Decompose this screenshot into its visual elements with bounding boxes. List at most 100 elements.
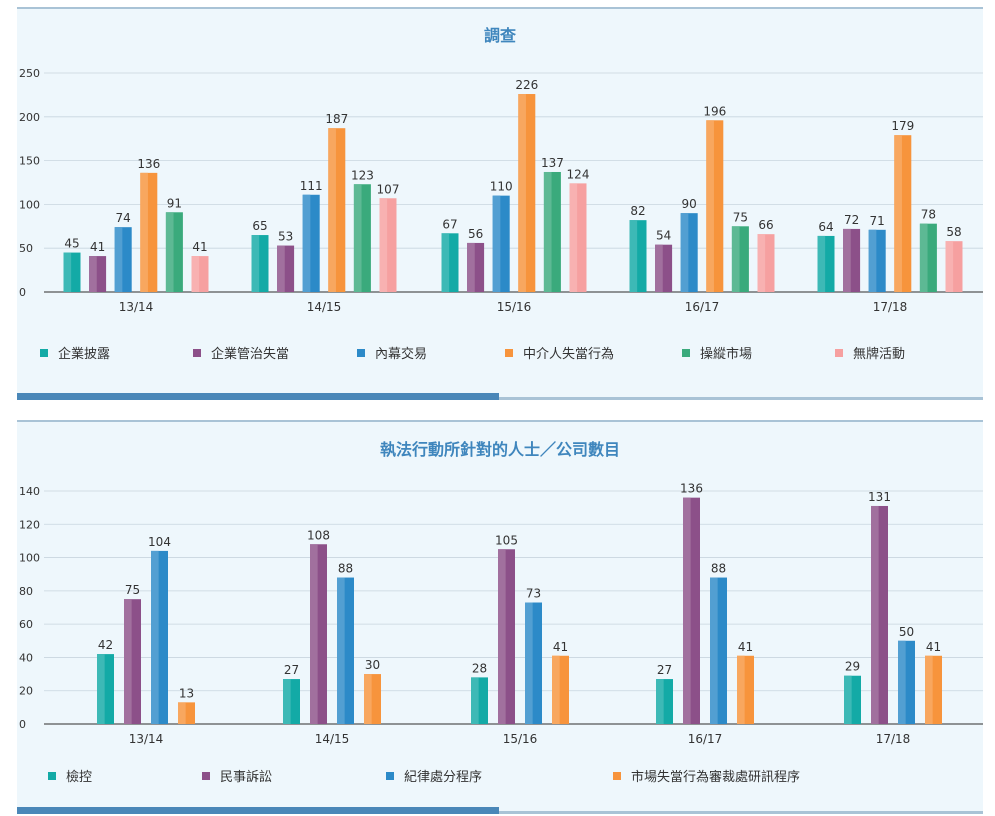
bar-highlight xyxy=(710,577,718,724)
data-label: 226 xyxy=(515,78,538,92)
data-label: 108 xyxy=(307,528,330,542)
legend-swatch xyxy=(613,771,621,780)
bar-highlight xyxy=(552,655,560,724)
bar-highlight xyxy=(919,223,928,292)
data-label: 88 xyxy=(711,562,726,576)
legend-item: 紀律處分程序 xyxy=(386,766,482,785)
legend-swatch xyxy=(835,348,843,357)
bar-highlight xyxy=(89,256,97,292)
bar-highlight xyxy=(364,674,372,724)
bar-highlight xyxy=(543,171,552,292)
data-label: 123 xyxy=(351,168,374,182)
data-label: 75 xyxy=(733,210,748,224)
bar-highlight xyxy=(731,226,740,292)
legend-label: 中介人失當行為 xyxy=(523,347,615,362)
bar-highlight xyxy=(656,679,664,724)
legend-label: 檢控 xyxy=(66,770,93,785)
legend-item: 檢控 xyxy=(48,766,92,785)
data-label: 56 xyxy=(468,227,483,241)
data-label: 90 xyxy=(682,197,697,211)
y-tick-label: 100 xyxy=(19,198,40,211)
chart-title: 調查 xyxy=(483,26,516,45)
data-label: 41 xyxy=(192,240,207,254)
legend-item: 操縱市場 xyxy=(682,343,752,362)
data-label: 66 xyxy=(758,218,773,232)
bar-highlight xyxy=(97,654,105,724)
y-tick-label: 40 xyxy=(19,651,33,664)
bar-highlight xyxy=(114,227,123,292)
data-label: 124 xyxy=(567,167,590,181)
data-label: 13 xyxy=(179,686,194,700)
bar-highlight xyxy=(124,599,132,724)
legend-item: 無牌活動 xyxy=(835,343,905,362)
data-label: 111 xyxy=(300,179,323,193)
x-tick-label: 16/17 xyxy=(688,732,723,746)
bar-highlight xyxy=(518,94,526,292)
data-label: 74 xyxy=(116,211,131,225)
chart-panel-investigations: 調查 0 50 100 150 200 250 45 41 74 136 91 41 13/14 65 53… xyxy=(17,7,983,400)
data-label: 50 xyxy=(899,625,914,639)
bar-highlight xyxy=(868,229,877,292)
bar-highlight xyxy=(945,241,954,292)
bar-highlight xyxy=(277,245,285,292)
data-label: 107 xyxy=(377,182,400,196)
bar-highlight xyxy=(467,242,475,292)
data-label: 30 xyxy=(365,658,380,672)
y-tick-label: 0 xyxy=(19,718,26,731)
data-label: 41 xyxy=(90,240,105,254)
data-label: 65 xyxy=(252,219,267,233)
data-label: 27 xyxy=(657,663,672,677)
bar-highlight xyxy=(844,675,852,724)
legend-item: 企業管治失當 xyxy=(193,343,289,362)
legend-label: 內幕交易 xyxy=(375,347,428,362)
legend-swatch xyxy=(357,348,365,357)
x-tick-label: 17/18 xyxy=(876,732,911,746)
legend-label: 民事訴訟 xyxy=(220,770,273,785)
legend-item: 內幕交易 xyxy=(357,343,427,362)
accent-bar xyxy=(17,393,499,400)
legend-swatch xyxy=(193,348,201,357)
legend-swatch xyxy=(40,348,48,357)
y-tick-label: 140 xyxy=(19,485,40,498)
bar-highlight xyxy=(492,195,501,292)
data-label: 187 xyxy=(325,112,348,126)
bar-highlight xyxy=(140,172,148,292)
bar-highlight xyxy=(337,577,345,724)
bar-highlight xyxy=(302,194,311,292)
bar-highlight xyxy=(498,549,506,724)
data-label: 105 xyxy=(495,533,518,547)
bar-highlight xyxy=(151,550,159,724)
bar-highlight xyxy=(165,212,174,292)
bar-chart-enforcement: 0 20 40 60 80 100 120 140 42 75 104 13 13/14 27 108 88 3… xyxy=(19,482,983,746)
y-tick-label: 100 xyxy=(19,552,40,565)
legend-swatch xyxy=(505,348,513,357)
data-label: 41 xyxy=(926,640,941,654)
x-tick-label: 15/16 xyxy=(497,300,532,314)
bar-highlight xyxy=(310,544,318,724)
data-label: 88 xyxy=(338,562,353,576)
bar-highlight xyxy=(441,233,450,292)
bar-highlight xyxy=(871,505,879,724)
divider xyxy=(17,397,983,400)
data-label: 71 xyxy=(870,214,885,228)
x-tick-label: 13/14 xyxy=(129,732,164,746)
data-label: 73 xyxy=(526,587,541,601)
bar-highlight xyxy=(817,235,826,292)
bar-highlight xyxy=(283,679,291,724)
legend-swatch xyxy=(48,771,56,780)
data-label: 104 xyxy=(148,535,171,549)
accent-bar xyxy=(17,807,499,814)
data-label: 54 xyxy=(656,229,671,243)
divider xyxy=(17,811,983,814)
x-tick-label: 13/14 xyxy=(119,300,154,314)
data-label: 67 xyxy=(442,217,457,231)
legend-item: 市場失當行為審裁處研訊程序 xyxy=(613,766,800,785)
data-label: 110 xyxy=(490,180,513,194)
y-tick-label: 0 xyxy=(19,286,26,299)
data-label: 53 xyxy=(278,230,293,244)
data-label: 29 xyxy=(845,660,860,674)
data-label: 91 xyxy=(167,196,182,210)
y-tick-label: 80 xyxy=(19,585,33,598)
x-tick-label: 14/15 xyxy=(315,732,350,746)
data-label: 196 xyxy=(703,104,726,118)
